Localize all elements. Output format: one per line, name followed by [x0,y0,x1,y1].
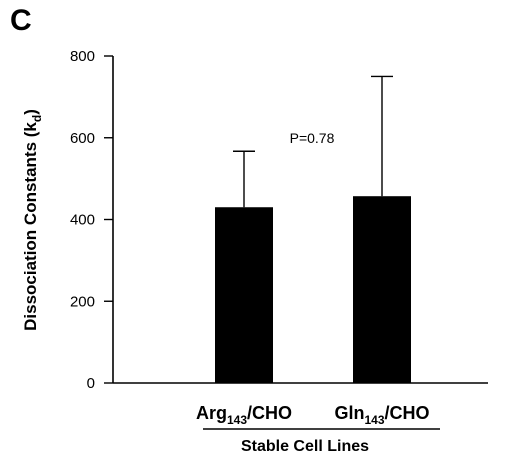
y-tick-label: 800 [70,48,95,65]
category-labels: Arg143/CHO Gln143/CHO [196,403,430,427]
y-tick-label: 0 [87,375,95,392]
y-tick-label: 200 [70,293,95,310]
y-tick-label: 600 [70,130,95,147]
panel-label: C [10,4,32,37]
x-axis-label: Stable Cell Lines [241,438,369,455]
p-value-annotation: P=0.78 [290,130,335,146]
y-axis-label: Dissociation Constants (kd) [21,109,44,331]
y-axis-label-subscript: d [30,115,44,122]
category-label: Gln143/CHO [334,403,429,427]
bar [353,196,411,383]
y-axis-label-close: ) [21,109,40,115]
y-tick-label: 400 [70,212,95,229]
bars [215,75,411,383]
y-ticks: 0 200 400 600 800 [70,48,113,392]
category-label: Arg143/CHO [196,403,292,427]
bar [215,207,273,383]
